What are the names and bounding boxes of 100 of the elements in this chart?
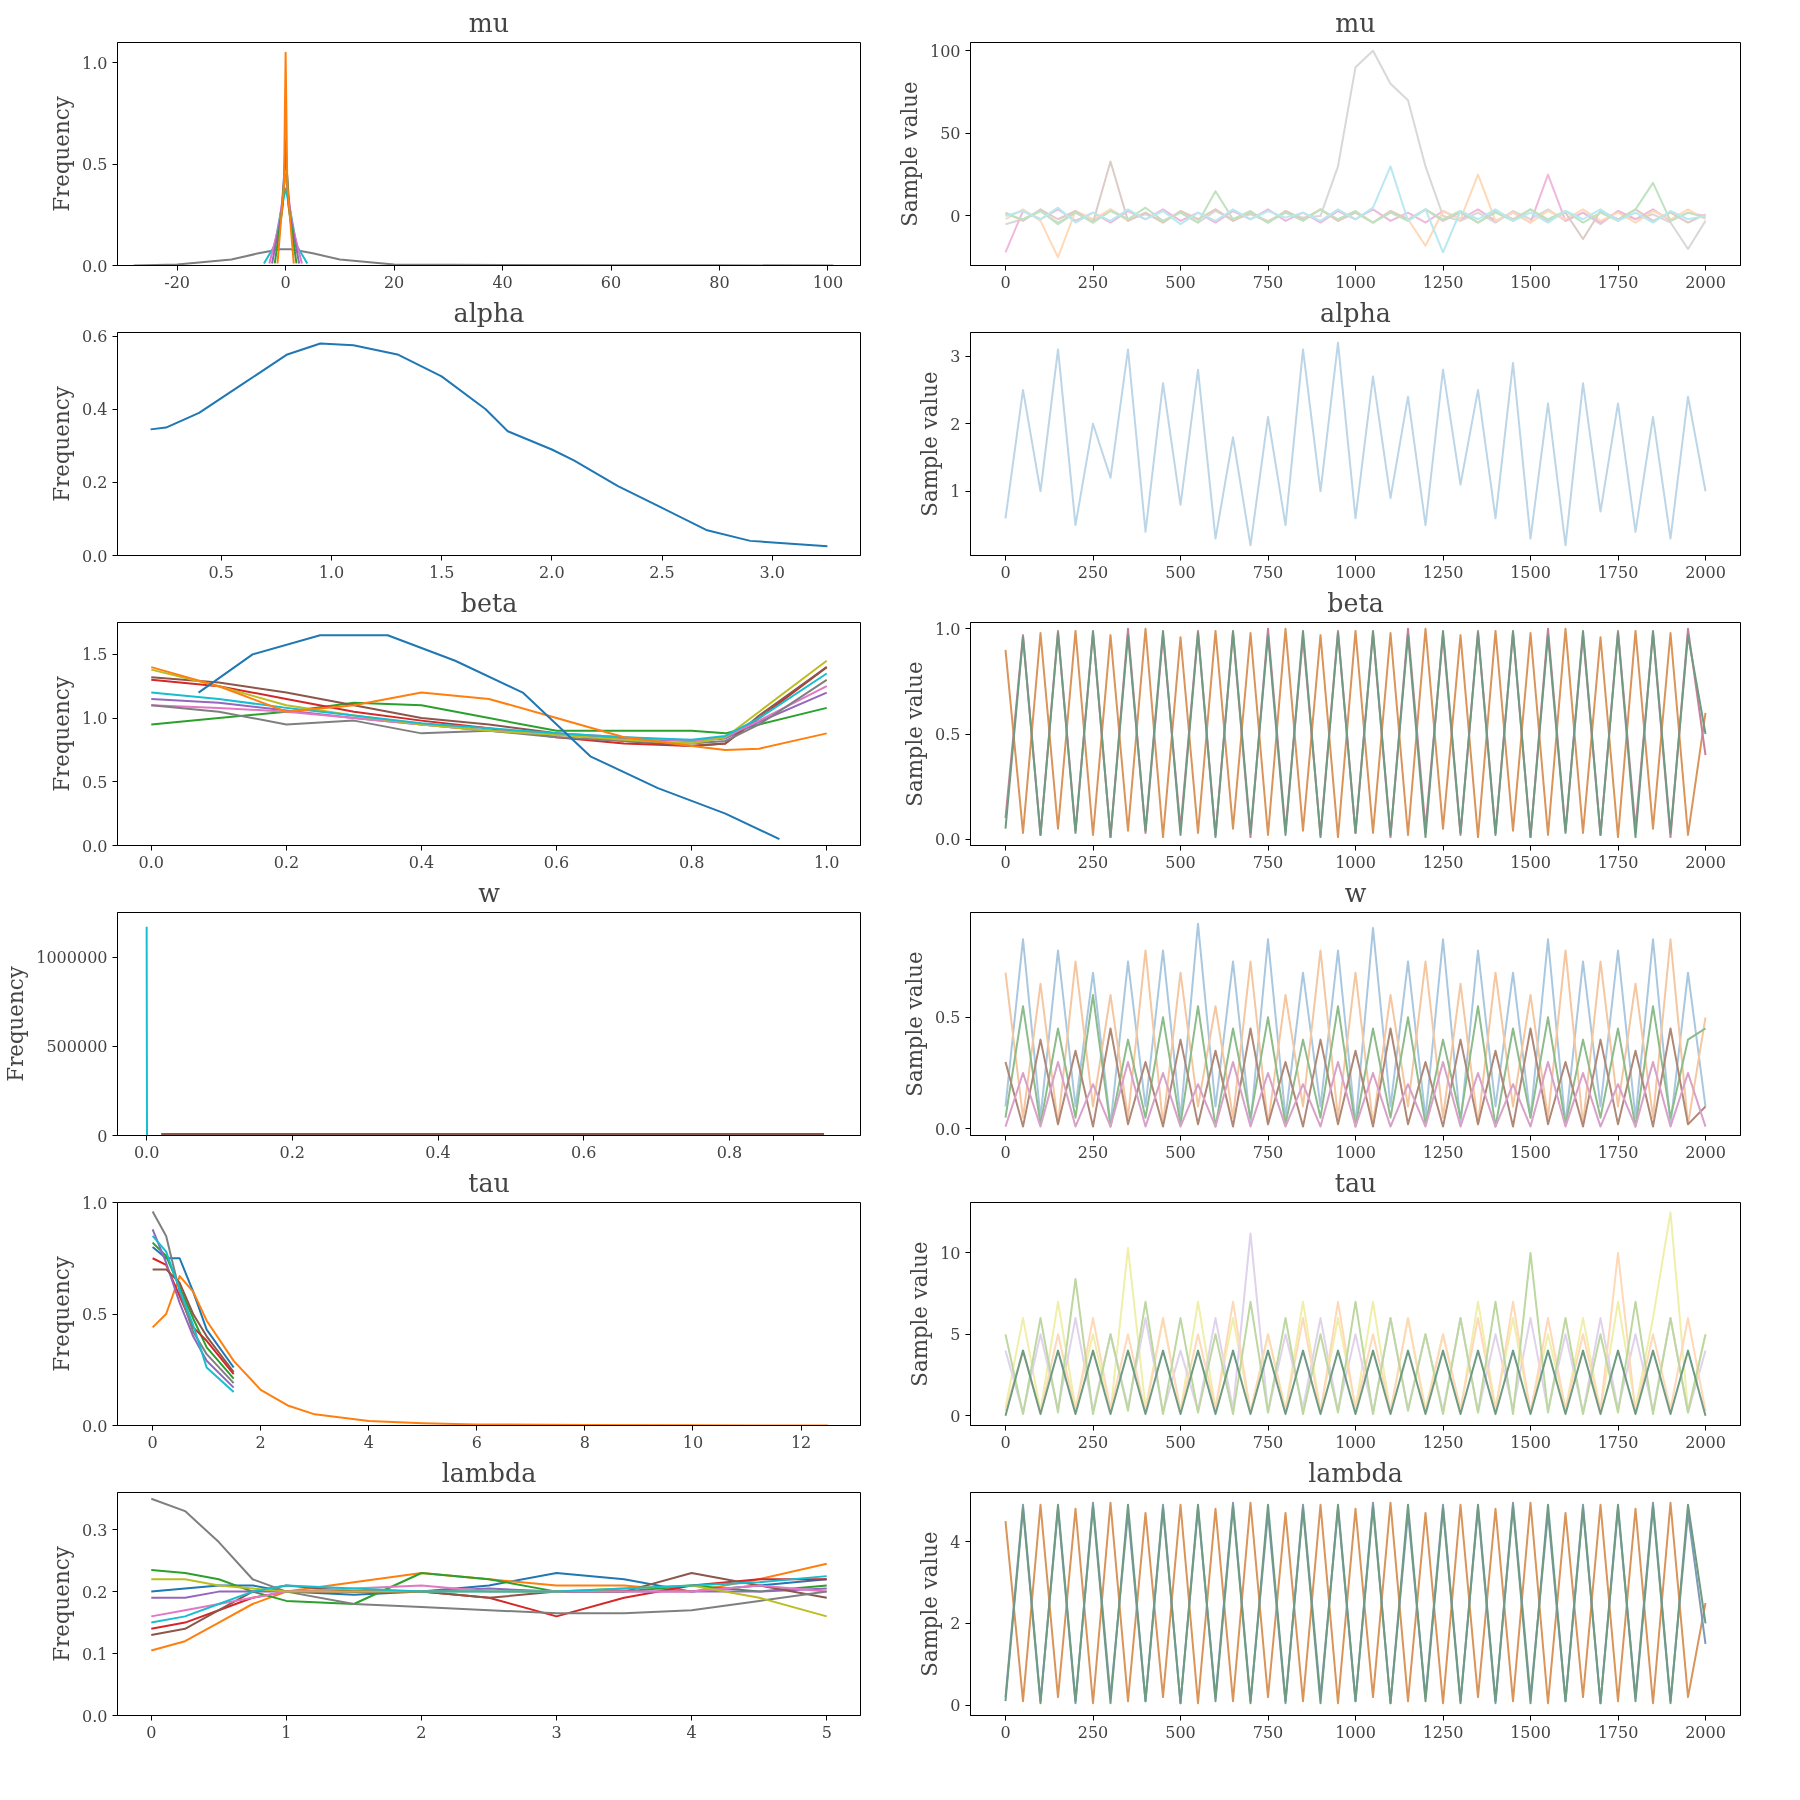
- x-tick-label: 2000: [1685, 1142, 1726, 1162]
- y-tick-label: 1000000: [36, 948, 108, 968]
- x-tick-label: 1500: [1510, 1142, 1551, 1162]
- x-tick-label: 750: [1252, 272, 1284, 292]
- chart-title: w: [478, 877, 501, 908]
- y-axis-title: Frequency: [49, 386, 75, 502]
- x-tick-label: 250: [1077, 852, 1109, 872]
- x-tick-label: 2000: [1685, 1432, 1726, 1452]
- y-axis-title: Frequency: [49, 1256, 75, 1372]
- y-tick-label: 0.5: [82, 772, 108, 792]
- x-tick-label: 5: [821, 1722, 832, 1742]
- x-tick-label: 0.8: [716, 1142, 743, 1162]
- x-tick-label: 2.5: [649, 562, 675, 582]
- y-tick-label: 1.5: [82, 645, 108, 665]
- y-tick-label: 1.0: [82, 53, 108, 73]
- chart-title: mu: [468, 7, 510, 38]
- y-tick-label: 50: [940, 124, 961, 144]
- x-tick-label: 1.5: [428, 562, 455, 582]
- x-tick-label: 0: [1000, 272, 1011, 292]
- chart-title: lambda: [1308, 1457, 1403, 1488]
- x-tick-label: 1750: [1597, 1432, 1639, 1452]
- chart-title: beta: [460, 587, 518, 618]
- y-tick-label: 0.0: [935, 830, 961, 850]
- chart-title: tau: [1334, 1167, 1377, 1198]
- x-tick-label: 60: [600, 272, 622, 292]
- y-tick-label: 4: [950, 1532, 961, 1552]
- x-tick-label: 1500: [1510, 272, 1551, 292]
- x-tick-label: 0.0: [138, 852, 164, 872]
- x-tick-label: 1.0: [318, 562, 345, 582]
- y-tick-label: 100: [929, 41, 961, 61]
- x-tick-label: 750: [1252, 852, 1284, 872]
- x-tick-label: 2.0: [539, 562, 565, 582]
- x-tick-label: 500: [1165, 1432, 1196, 1452]
- y-tick-label: 1.0: [82, 709, 108, 729]
- x-tick-label: 500: [1165, 1142, 1196, 1162]
- y-tick-label: 3: [950, 347, 961, 367]
- x-tick-label: 1250: [1422, 1142, 1464, 1162]
- y-tick-label: 0.1: [82, 1644, 108, 1664]
- x-tick-label: 1250: [1422, 1722, 1464, 1742]
- x-tick-label: 4: [363, 1432, 374, 1452]
- x-tick-label: 0: [1000, 562, 1011, 582]
- x-tick-label: 1750: [1597, 272, 1639, 292]
- x-tick-label: 0.2: [273, 852, 300, 872]
- x-tick-label: 1500: [1510, 1432, 1551, 1452]
- x-tick-label: 0: [1000, 1722, 1011, 1742]
- x-tick-label: 0.8: [678, 852, 705, 872]
- x-tick-label: 250: [1077, 1142, 1109, 1162]
- y-axis-title: Sample value: [896, 81, 922, 227]
- x-tick-label: 1750: [1597, 1722, 1639, 1742]
- x-tick-label: 3.0: [759, 562, 786, 582]
- y-axis-title: Sample value: [917, 371, 943, 517]
- x-tick-label: 1.0: [814, 852, 840, 872]
- x-tick-label: -20: [164, 272, 191, 292]
- y-tick-label: 500000: [46, 1037, 108, 1057]
- x-tick-label: 0.2: [279, 1142, 306, 1162]
- x-tick-label: 0.6: [570, 1142, 597, 1162]
- chart-title: mu: [1335, 7, 1376, 38]
- y-axis-title: Sample value: [917, 1531, 943, 1677]
- x-tick-label: 0: [280, 272, 291, 292]
- y-tick-label: 10: [940, 1243, 961, 1263]
- x-tick-label: 1: [281, 1722, 292, 1742]
- x-tick-label: 1000: [1335, 1432, 1376, 1452]
- chart-title: beta: [1327, 587, 1384, 618]
- x-tick-label: 0: [1000, 852, 1011, 872]
- x-tick-label: 1000: [1335, 562, 1376, 582]
- x-tick-label: 2: [416, 1722, 427, 1742]
- y-axis-title: Frequency: [49, 676, 75, 792]
- x-tick-label: 1750: [1597, 1142, 1639, 1162]
- y-tick-label: 2: [950, 1614, 961, 1634]
- y-tick-label: 0.0: [82, 1416, 108, 1436]
- y-tick-label: 0.0: [82, 1706, 108, 1726]
- x-tick-label: 1500: [1510, 852, 1551, 872]
- x-tick-label: 0.0: [133, 1142, 160, 1162]
- x-tick-label: 100: [812, 272, 844, 292]
- y-tick-label: 1.0: [82, 1193, 108, 1213]
- y-axis-title: Sample value: [902, 951, 928, 1097]
- x-tick-label: 0: [1000, 1432, 1011, 1452]
- x-tick-label: 2000: [1685, 272, 1726, 292]
- y-tick-label: 0.3: [82, 1520, 108, 1540]
- x-tick-label: 20: [383, 272, 405, 292]
- x-tick-label: 1250: [1422, 562, 1464, 582]
- y-axis-title: Frequency: [3, 966, 29, 1082]
- y-tick-label: 0.2: [82, 473, 108, 493]
- x-tick-label: 250: [1077, 1722, 1109, 1742]
- x-tick-label: 750: [1252, 1142, 1284, 1162]
- x-tick-label: 6: [471, 1432, 482, 1452]
- x-tick-label: 0.4: [425, 1142, 451, 1162]
- x-tick-label: 4: [686, 1722, 697, 1742]
- x-tick-label: 500: [1165, 852, 1196, 872]
- y-tick-label: 1: [950, 482, 961, 502]
- x-tick-label: 750: [1252, 1432, 1284, 1452]
- x-tick-label: 3: [551, 1722, 562, 1742]
- chart-title: w: [1344, 877, 1367, 908]
- y-tick-label: 0.2: [82, 1582, 108, 1602]
- y-tick-label: 2: [950, 414, 961, 434]
- y-tick-label: 5: [950, 1325, 961, 1345]
- chart-title: alpha: [453, 297, 525, 328]
- y-axis-title: Frequency: [49, 1546, 75, 1662]
- x-tick-label: 1250: [1422, 1432, 1464, 1452]
- y-tick-label: 0.4: [82, 400, 108, 420]
